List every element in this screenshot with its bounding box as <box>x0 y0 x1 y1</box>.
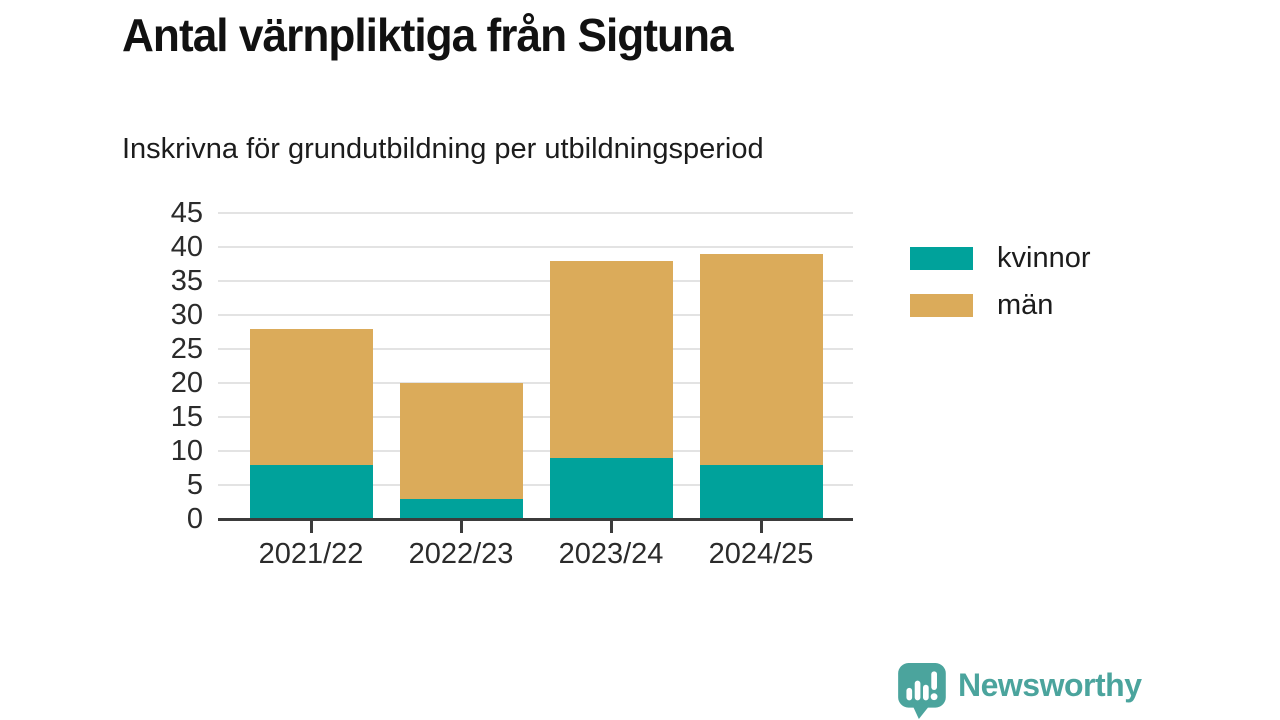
x-axis-tick-2022/23 <box>459 520 463 533</box>
y-axis-label-40: 40 <box>170 231 203 263</box>
legend-label-kvinnor: kvinnor <box>997 241 1091 274</box>
legend-item-kvinnor: kvinnor <box>910 242 1091 274</box>
x-axis-line <box>218 518 853 521</box>
x-axis-label-2023/24: 2023/24 <box>558 538 664 570</box>
newsworthy-logo-text: Newsworthy <box>958 666 1142 703</box>
bar-segment-män-2023/24 <box>549 260 673 458</box>
bar-segment-kvinnor-2022/23 <box>399 498 523 519</box>
y-axis-label-45: 45 <box>170 197 203 229</box>
x-axis-tick-2021/22 <box>309 520 313 533</box>
bar-segment-män-2024/25 <box>699 253 823 465</box>
gridline-y45 <box>218 212 853 214</box>
legend-swatch-kvinnor <box>910 246 973 270</box>
gridline-y10 <box>218 450 853 452</box>
bar-segment-män-2022/23 <box>399 383 523 499</box>
y-axis-label-10: 10 <box>170 435 203 467</box>
bar-segment-män-2021/22 <box>249 328 373 465</box>
chart-subtitle: Inskrivna för grundutbildning per utbild… <box>122 133 764 165</box>
y-axis-label-0: 0 <box>186 503 203 535</box>
y-axis-label-25: 25 <box>170 333 203 365</box>
gridline-y30 <box>218 314 853 316</box>
chart-title: Antal värnpliktiga från Sigtuna <box>122 9 734 61</box>
y-axis-label-30: 30 <box>170 299 203 331</box>
x-axis-tick-2023/24 <box>609 520 613 533</box>
y-axis-label-20: 20 <box>170 367 203 399</box>
gridline-y40 <box>218 246 853 248</box>
legend-swatch-män <box>910 293 973 317</box>
gridline-y20 <box>218 382 853 384</box>
gridline-y35 <box>218 280 853 282</box>
chart-legend: kvinnor män <box>910 242 1091 340</box>
x-axis-label-2021/22: 2021/22 <box>258 538 364 570</box>
legend-item-män: män <box>910 289 1091 321</box>
x-axis-tick-2024/25 <box>759 520 763 533</box>
newsworthy-brand: Newsworthy <box>897 662 1142 720</box>
y-axis-label-15: 15 <box>170 401 203 433</box>
y-axis-label-35: 35 <box>170 265 203 297</box>
gridline-y5 <box>218 484 853 486</box>
legend-label-män: män <box>997 288 1054 321</box>
gridline-y25 <box>218 348 853 350</box>
bar-segment-kvinnor-2023/24 <box>549 457 673 519</box>
bar-segment-kvinnor-2021/22 <box>249 464 373 519</box>
y-axis-label-5: 5 <box>186 469 203 501</box>
gridline-y15 <box>218 416 853 418</box>
x-axis-label-2022/23: 2022/23 <box>408 538 514 570</box>
newsworthy-logo-icon <box>898 663 946 719</box>
bar-segment-kvinnor-2024/25 <box>699 464 823 519</box>
x-axis-label-2024/25: 2024/25 <box>708 538 814 570</box>
